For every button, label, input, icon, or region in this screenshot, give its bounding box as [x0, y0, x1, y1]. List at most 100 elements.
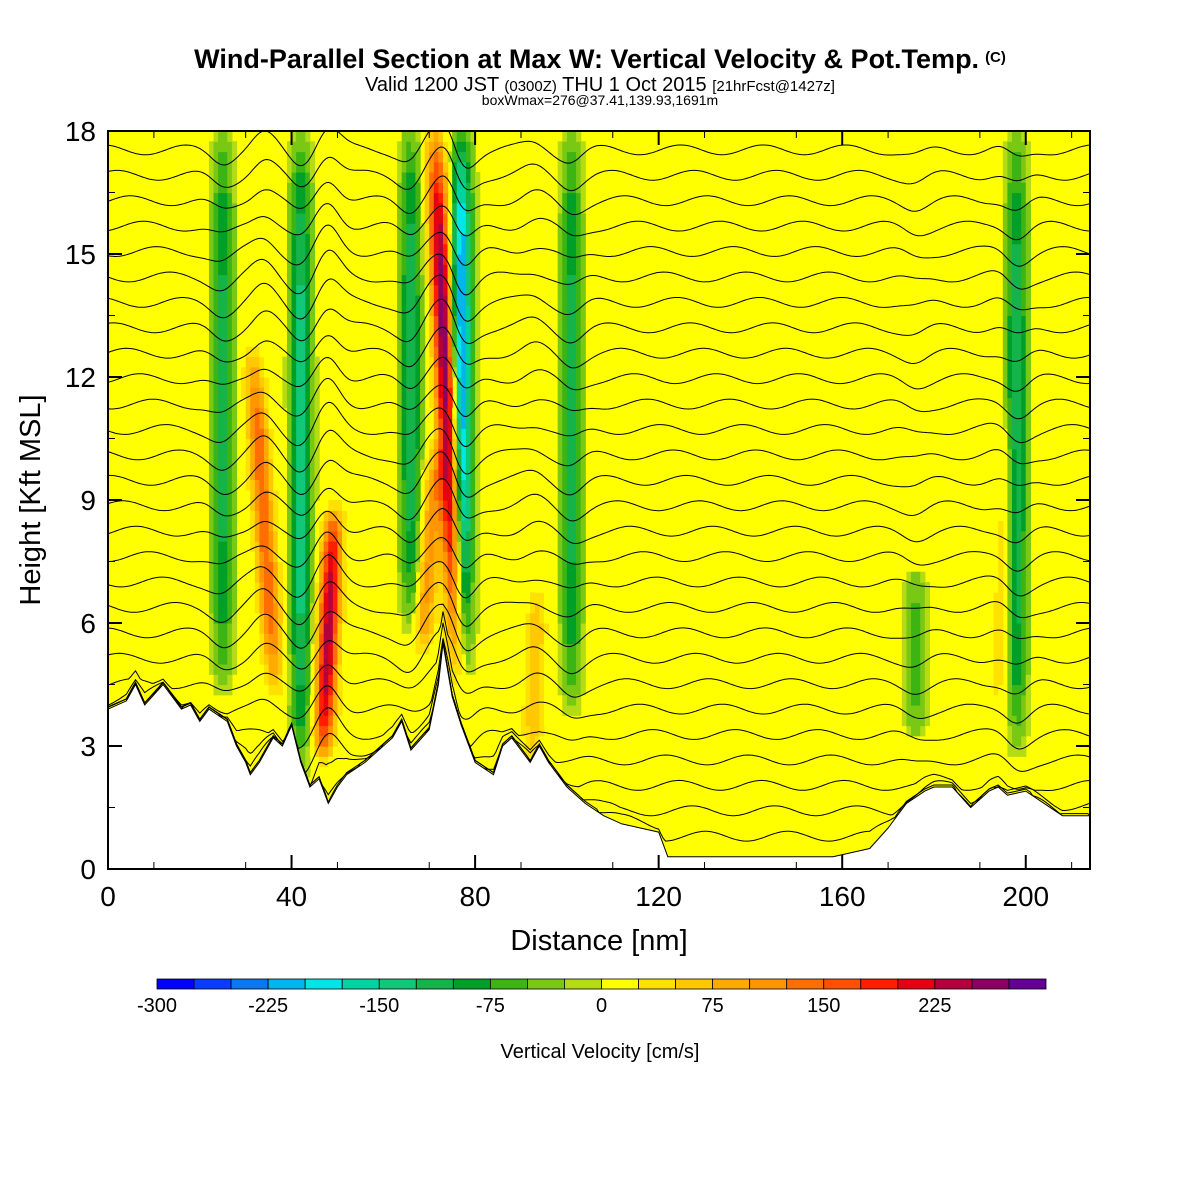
velocity-cell	[920, 643, 926, 655]
velocity-cell	[1007, 428, 1013, 440]
velocity-cell	[429, 530, 435, 542]
velocity-cell	[557, 551, 563, 563]
velocity-cell	[456, 284, 462, 296]
velocity-cell	[406, 602, 412, 614]
velocity-cell	[456, 489, 462, 501]
velocity-cell	[406, 172, 412, 183]
velocity-cell	[998, 623, 1004, 634]
velocity-cell	[314, 356, 320, 368]
velocity-cell	[465, 541, 472, 552]
velocity-cell	[397, 213, 403, 224]
velocity-cell	[273, 469, 279, 481]
velocity-cell	[296, 172, 302, 183]
colorbar-swatch	[749, 978, 788, 990]
velocity-cell	[1002, 407, 1009, 419]
velocity-cell	[254, 520, 261, 532]
velocity-cell	[309, 582, 316, 593]
velocity-cell	[576, 213, 582, 224]
velocity-cell	[227, 428, 233, 440]
velocity-cell	[305, 192, 311, 204]
velocity-cell	[213, 182, 219, 194]
velocity-cell	[231, 141, 238, 153]
velocity-cell	[309, 295, 316, 306]
velocity-cell	[470, 500, 476, 511]
velocity-cell	[920, 653, 926, 665]
velocity-cell	[305, 756, 311, 768]
velocity-cell	[557, 233, 563, 245]
velocity-cell	[241, 428, 247, 440]
velocity-cell	[562, 233, 568, 245]
velocity-cell	[1016, 295, 1022, 306]
velocity-cell	[309, 561, 316, 573]
velocity-cell	[424, 233, 430, 245]
velocity-cell	[475, 202, 481, 214]
velocity-cell	[447, 418, 453, 429]
velocity-cell	[291, 172, 297, 183]
velocity-cell	[566, 541, 573, 552]
velocity-cell	[268, 489, 274, 501]
velocity-cell	[520, 715, 527, 727]
velocity-cell	[998, 643, 1004, 655]
velocity-cell	[397, 459, 403, 470]
velocity-cell	[300, 336, 306, 347]
velocity-cell	[442, 623, 449, 634]
velocity-cell	[1025, 418, 1031, 429]
velocity-cell	[268, 684, 274, 696]
velocity-cell	[557, 182, 563, 194]
velocity-cell	[475, 336, 481, 347]
velocity-cell	[461, 141, 467, 153]
velocity-cell	[264, 684, 270, 696]
velocity-cell	[1021, 459, 1027, 470]
velocity-cell	[989, 582, 995, 593]
velocity-cell	[218, 264, 224, 276]
velocity-cell	[906, 674, 912, 686]
velocity-cell	[1016, 684, 1022, 696]
velocity-cell	[332, 551, 339, 563]
velocity-cell	[571, 377, 577, 388]
velocity-cell	[291, 612, 297, 624]
velocity-cell	[1016, 561, 1022, 573]
velocity-cell	[571, 254, 577, 265]
velocity-cell	[433, 571, 439, 583]
velocity-cell	[1011, 592, 1018, 604]
velocity-cell	[447, 346, 453, 358]
velocity-cell	[571, 664, 577, 675]
velocity-cell	[1025, 151, 1031, 163]
velocity-cell	[415, 633, 421, 645]
velocity-cell	[442, 161, 449, 173]
velocity-cell	[250, 530, 256, 542]
velocity-cell	[465, 182, 472, 194]
velocity-cell	[456, 541, 462, 552]
velocity-cell	[218, 284, 224, 296]
velocity-cell	[475, 397, 481, 409]
velocity-cell	[442, 151, 449, 163]
velocity-cell	[222, 161, 228, 173]
velocity-cell	[309, 735, 316, 747]
velocity-cell	[1007, 510, 1013, 522]
velocity-cell	[465, 520, 472, 532]
velocity-cell	[989, 623, 995, 634]
velocity-cell	[429, 407, 435, 419]
velocity-cell	[286, 254, 293, 265]
velocity-cell	[401, 356, 407, 368]
velocity-cell	[475, 541, 481, 552]
velocity-cell	[1002, 243, 1009, 255]
velocity-cell	[1016, 264, 1022, 276]
velocity-cell	[286, 510, 293, 522]
velocity-cell	[401, 479, 407, 491]
velocity-cell	[259, 438, 265, 450]
velocity-cell	[300, 489, 306, 501]
velocity-cell	[447, 623, 453, 634]
velocity-cell	[227, 295, 233, 306]
velocity-cell	[438, 274, 444, 286]
velocity-cell	[525, 612, 531, 624]
velocity-cell	[530, 694, 536, 706]
velocity-cell	[296, 264, 302, 276]
velocity-cell	[1016, 131, 1022, 142]
velocity-cell	[296, 705, 302, 716]
velocity-cell	[571, 520, 577, 532]
velocity-cell	[231, 223, 238, 235]
velocity-cell	[314, 705, 320, 716]
velocity-cell	[296, 151, 302, 163]
velocity-cell	[452, 305, 458, 317]
